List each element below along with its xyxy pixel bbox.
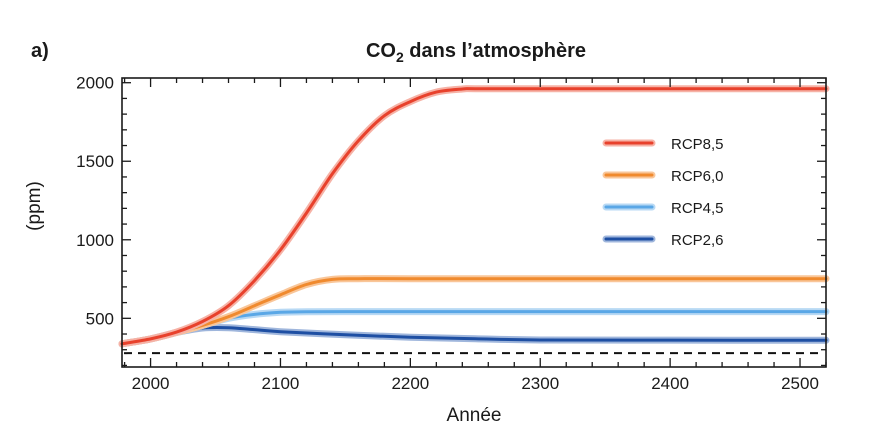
- x-tick-label: 2500: [781, 374, 819, 393]
- legend-label-rcp8-5: RCP8,5: [671, 136, 724, 153]
- chart-title-rest: dans l’atmosphère: [404, 40, 586, 62]
- plot-frame: [121, 77, 827, 368]
- series-line-rcp8-5: [120, 87, 828, 346]
- x-tick-label: 2100: [262, 374, 300, 393]
- chart-title: CO2 dans l’atmosphère: [366, 40, 586, 65]
- y-tick-label: 1500: [76, 152, 114, 171]
- legend-label-rcp2-6: RCP2,6: [671, 232, 724, 249]
- legend-label-rcp6-0: RCP6,0: [671, 168, 724, 185]
- legend-label-rcp4-5: RCP4,5: [671, 200, 724, 217]
- x-tick-label: 2400: [651, 374, 689, 393]
- y-tick-label: 1000: [76, 231, 114, 250]
- y-tick-label: 2000: [76, 74, 114, 93]
- x-tick-label: 2300: [521, 374, 559, 393]
- y-axis-label: (ppm): [24, 181, 45, 231]
- x-axis-label: Année: [447, 405, 502, 426]
- x-tick-label: 2000: [132, 374, 170, 393]
- chart-title-main: CO: [366, 40, 396, 62]
- y-tick-label: 500: [86, 309, 114, 328]
- x-tick-label: 2200: [391, 374, 429, 393]
- legend: RCP8,5 RCP6,0 RCP4,5 RCP2,6: [602, 136, 724, 249]
- plot-area: 2000 2100 2200 2300 2400 2500 500 1000 1500 2000: [76, 74, 830, 393]
- chart-title-subscript: 2: [396, 49, 404, 65]
- panel-label: a): [31, 40, 49, 62]
